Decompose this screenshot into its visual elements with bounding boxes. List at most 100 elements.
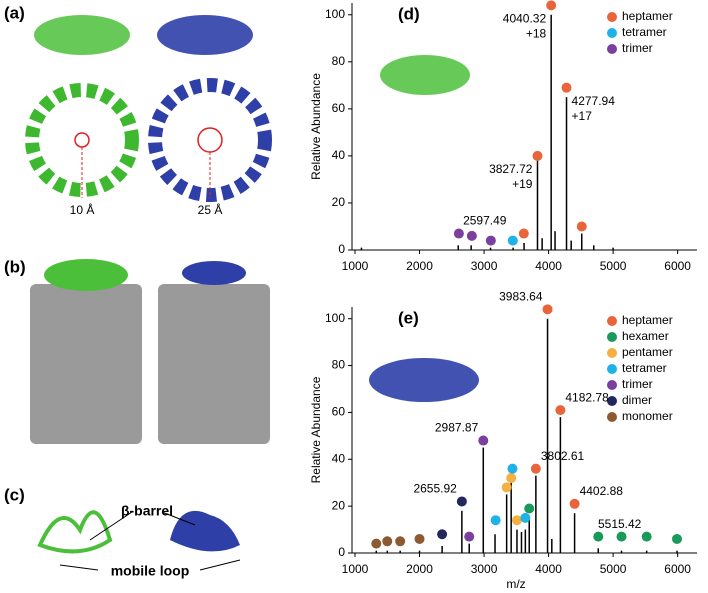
- data-point: [546, 0, 557, 11]
- x-tick-label: 2000: [406, 259, 433, 273]
- data-point: [478, 435, 489, 446]
- panel-label: (d): [398, 4, 420, 23]
- annotation: mobile loop: [111, 563, 190, 579]
- y-tick-label: 60: [332, 405, 346, 419]
- data-point: [414, 533, 425, 544]
- peak-label: 4040.32: [503, 12, 547, 26]
- data-point: [453, 228, 464, 239]
- legend-marker: [607, 332, 617, 342]
- legend-label: trimer: [622, 41, 653, 55]
- legend-label: hexamer: [622, 329, 669, 343]
- peak-label: 3802.61: [541, 449, 585, 463]
- peak-label: 2987.87: [435, 421, 479, 435]
- y-tick-label: 0: [338, 545, 345, 559]
- y-tick-label: 60: [332, 101, 346, 115]
- legend-marker: [607, 348, 617, 358]
- panel-label: (c): [4, 485, 25, 504]
- data-point: [593, 531, 604, 542]
- data-point: [524, 503, 535, 514]
- peak-label: 3827.72: [489, 162, 533, 176]
- peak-label: 4182.78: [565, 390, 609, 404]
- legend-label: tetramer: [622, 25, 667, 39]
- annotation: β-barrel: [121, 503, 173, 519]
- data-point: [511, 515, 522, 526]
- legend-label: trimer: [622, 377, 653, 391]
- data-point: [395, 536, 406, 547]
- x-tick-label: 3000: [471, 562, 498, 576]
- data-point: [518, 228, 529, 239]
- data-point: [371, 538, 382, 549]
- pore-label: 25 Å: [198, 202, 223, 217]
- data-point: [616, 531, 627, 542]
- data-point: [555, 405, 566, 416]
- y-tick-label: 100: [325, 311, 345, 325]
- data-point: [507, 463, 518, 474]
- data-point: [520, 512, 531, 523]
- data-point: [561, 82, 572, 93]
- x-tick-label: 2000: [406, 562, 433, 576]
- peak-label: 3983.64: [499, 290, 543, 304]
- data-point: [456, 496, 467, 507]
- x-tick-label: 6000: [664, 562, 691, 576]
- panel-label: (e): [398, 308, 419, 327]
- peak-label: 2655.92: [413, 482, 457, 496]
- y-tick-label: 40: [332, 148, 346, 162]
- data-point: [530, 463, 541, 474]
- legend-marker: [607, 396, 617, 406]
- y-tick-label: 80: [332, 54, 346, 68]
- data-point: [569, 498, 580, 509]
- data-point: [671, 533, 682, 544]
- data-point: [437, 529, 448, 540]
- x-tick-label: 1000: [342, 562, 369, 576]
- data-point: [532, 150, 543, 161]
- y-axis-label: Relative Abundance: [309, 73, 323, 180]
- legend-label: dimer: [622, 393, 652, 407]
- y-tick-label: 40: [332, 451, 346, 465]
- data-point: [490, 515, 501, 526]
- data-point: [382, 536, 393, 547]
- y-tick-label: 0: [338, 242, 345, 256]
- legend-label: pentamer: [622, 345, 673, 359]
- data-point: [466, 230, 477, 241]
- x-axis-label: m/z: [506, 577, 525, 591]
- charge-label: +18: [526, 27, 547, 41]
- x-tick-label: 4000: [535, 562, 562, 576]
- y-tick-label: 80: [332, 358, 346, 372]
- legend-marker: [607, 380, 617, 390]
- data-point: [501, 482, 512, 493]
- legend-label: heptamer: [622, 9, 673, 23]
- x-tick-label: 1000: [342, 259, 369, 273]
- peak-label: 4277.94: [572, 94, 616, 108]
- legend-label: heptamer: [622, 313, 673, 327]
- legend-label: tetramer: [622, 361, 667, 375]
- peak-label: 2597.49: [463, 214, 507, 228]
- y-tick-label: 100: [325, 7, 345, 21]
- charge-label: +17: [572, 109, 593, 123]
- panel-label: (a): [4, 3, 25, 22]
- legend-marker: [607, 364, 617, 374]
- y-tick-label: 20: [332, 498, 346, 512]
- x-tick-label: 5000: [600, 562, 627, 576]
- data-point: [485, 235, 496, 246]
- panel-label: (b): [4, 257, 26, 276]
- data-point: [576, 221, 587, 232]
- charge-label: +19: [512, 177, 533, 191]
- x-tick-label: 3000: [471, 259, 498, 273]
- data-point: [506, 473, 517, 484]
- data-point: [641, 531, 652, 542]
- x-tick-label: 5000: [600, 259, 627, 273]
- peak-label: 5515.42: [598, 517, 642, 531]
- legend-marker: [607, 412, 617, 422]
- pore-label: 10 Å: [70, 202, 95, 217]
- x-tick-label: 4000: [535, 259, 562, 273]
- legend-marker: [607, 12, 617, 22]
- legend-label: monomer: [622, 409, 673, 423]
- legend-marker: [607, 316, 617, 326]
- data-point: [464, 531, 475, 542]
- legend-marker: [607, 44, 617, 54]
- protein-images: [25, 15, 479, 571]
- data-point: [542, 304, 553, 315]
- data-point: [507, 235, 518, 246]
- x-tick-label: 6000: [664, 259, 691, 273]
